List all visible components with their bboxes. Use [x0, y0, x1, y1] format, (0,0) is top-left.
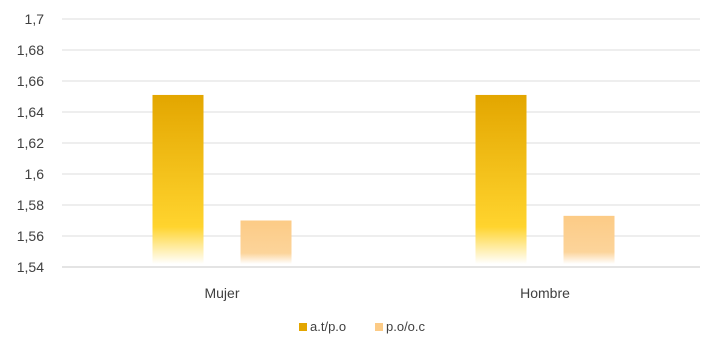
bar-hombre-series-2 — [563, 215, 615, 264]
bar-mujer-series-1 — [152, 94, 204, 264]
legend-swatch — [299, 323, 307, 331]
bars — [152, 94, 615, 264]
y-tick-label: 1,64 — [17, 104, 44, 120]
y-tick-label: 1,68 — [17, 42, 44, 58]
y-axis: 1,54 1,56 1,58 1,6 1,62 1,64 1,66 1,68 1,7 — [17, 11, 44, 275]
y-tick-label: 1,6 — [25, 166, 45, 182]
y-tick-label: 1,62 — [17, 135, 44, 151]
y-tick-label: 1,58 — [17, 197, 44, 213]
legend-label: a.t/p.o — [310, 319, 346, 334]
y-tick-label: 1,7 — [25, 11, 45, 27]
x-tick-label: Mujer — [204, 285, 239, 301]
y-tick-label: 1,56 — [17, 228, 44, 244]
legend: a.t/p.o p.o/o.c — [299, 319, 426, 334]
y-tick-label: 1,66 — [17, 73, 44, 89]
bar-hombre-series-1 — [475, 94, 527, 264]
y-tick-label: 1,54 — [17, 259, 44, 275]
bar-mujer-series-2 — [240, 220, 292, 264]
legend-label: p.o/o.c — [386, 319, 426, 334]
legend-swatch — [375, 323, 383, 331]
x-axis: Mujer Hombre — [204, 285, 570, 301]
x-tick-label: Hombre — [520, 285, 570, 301]
